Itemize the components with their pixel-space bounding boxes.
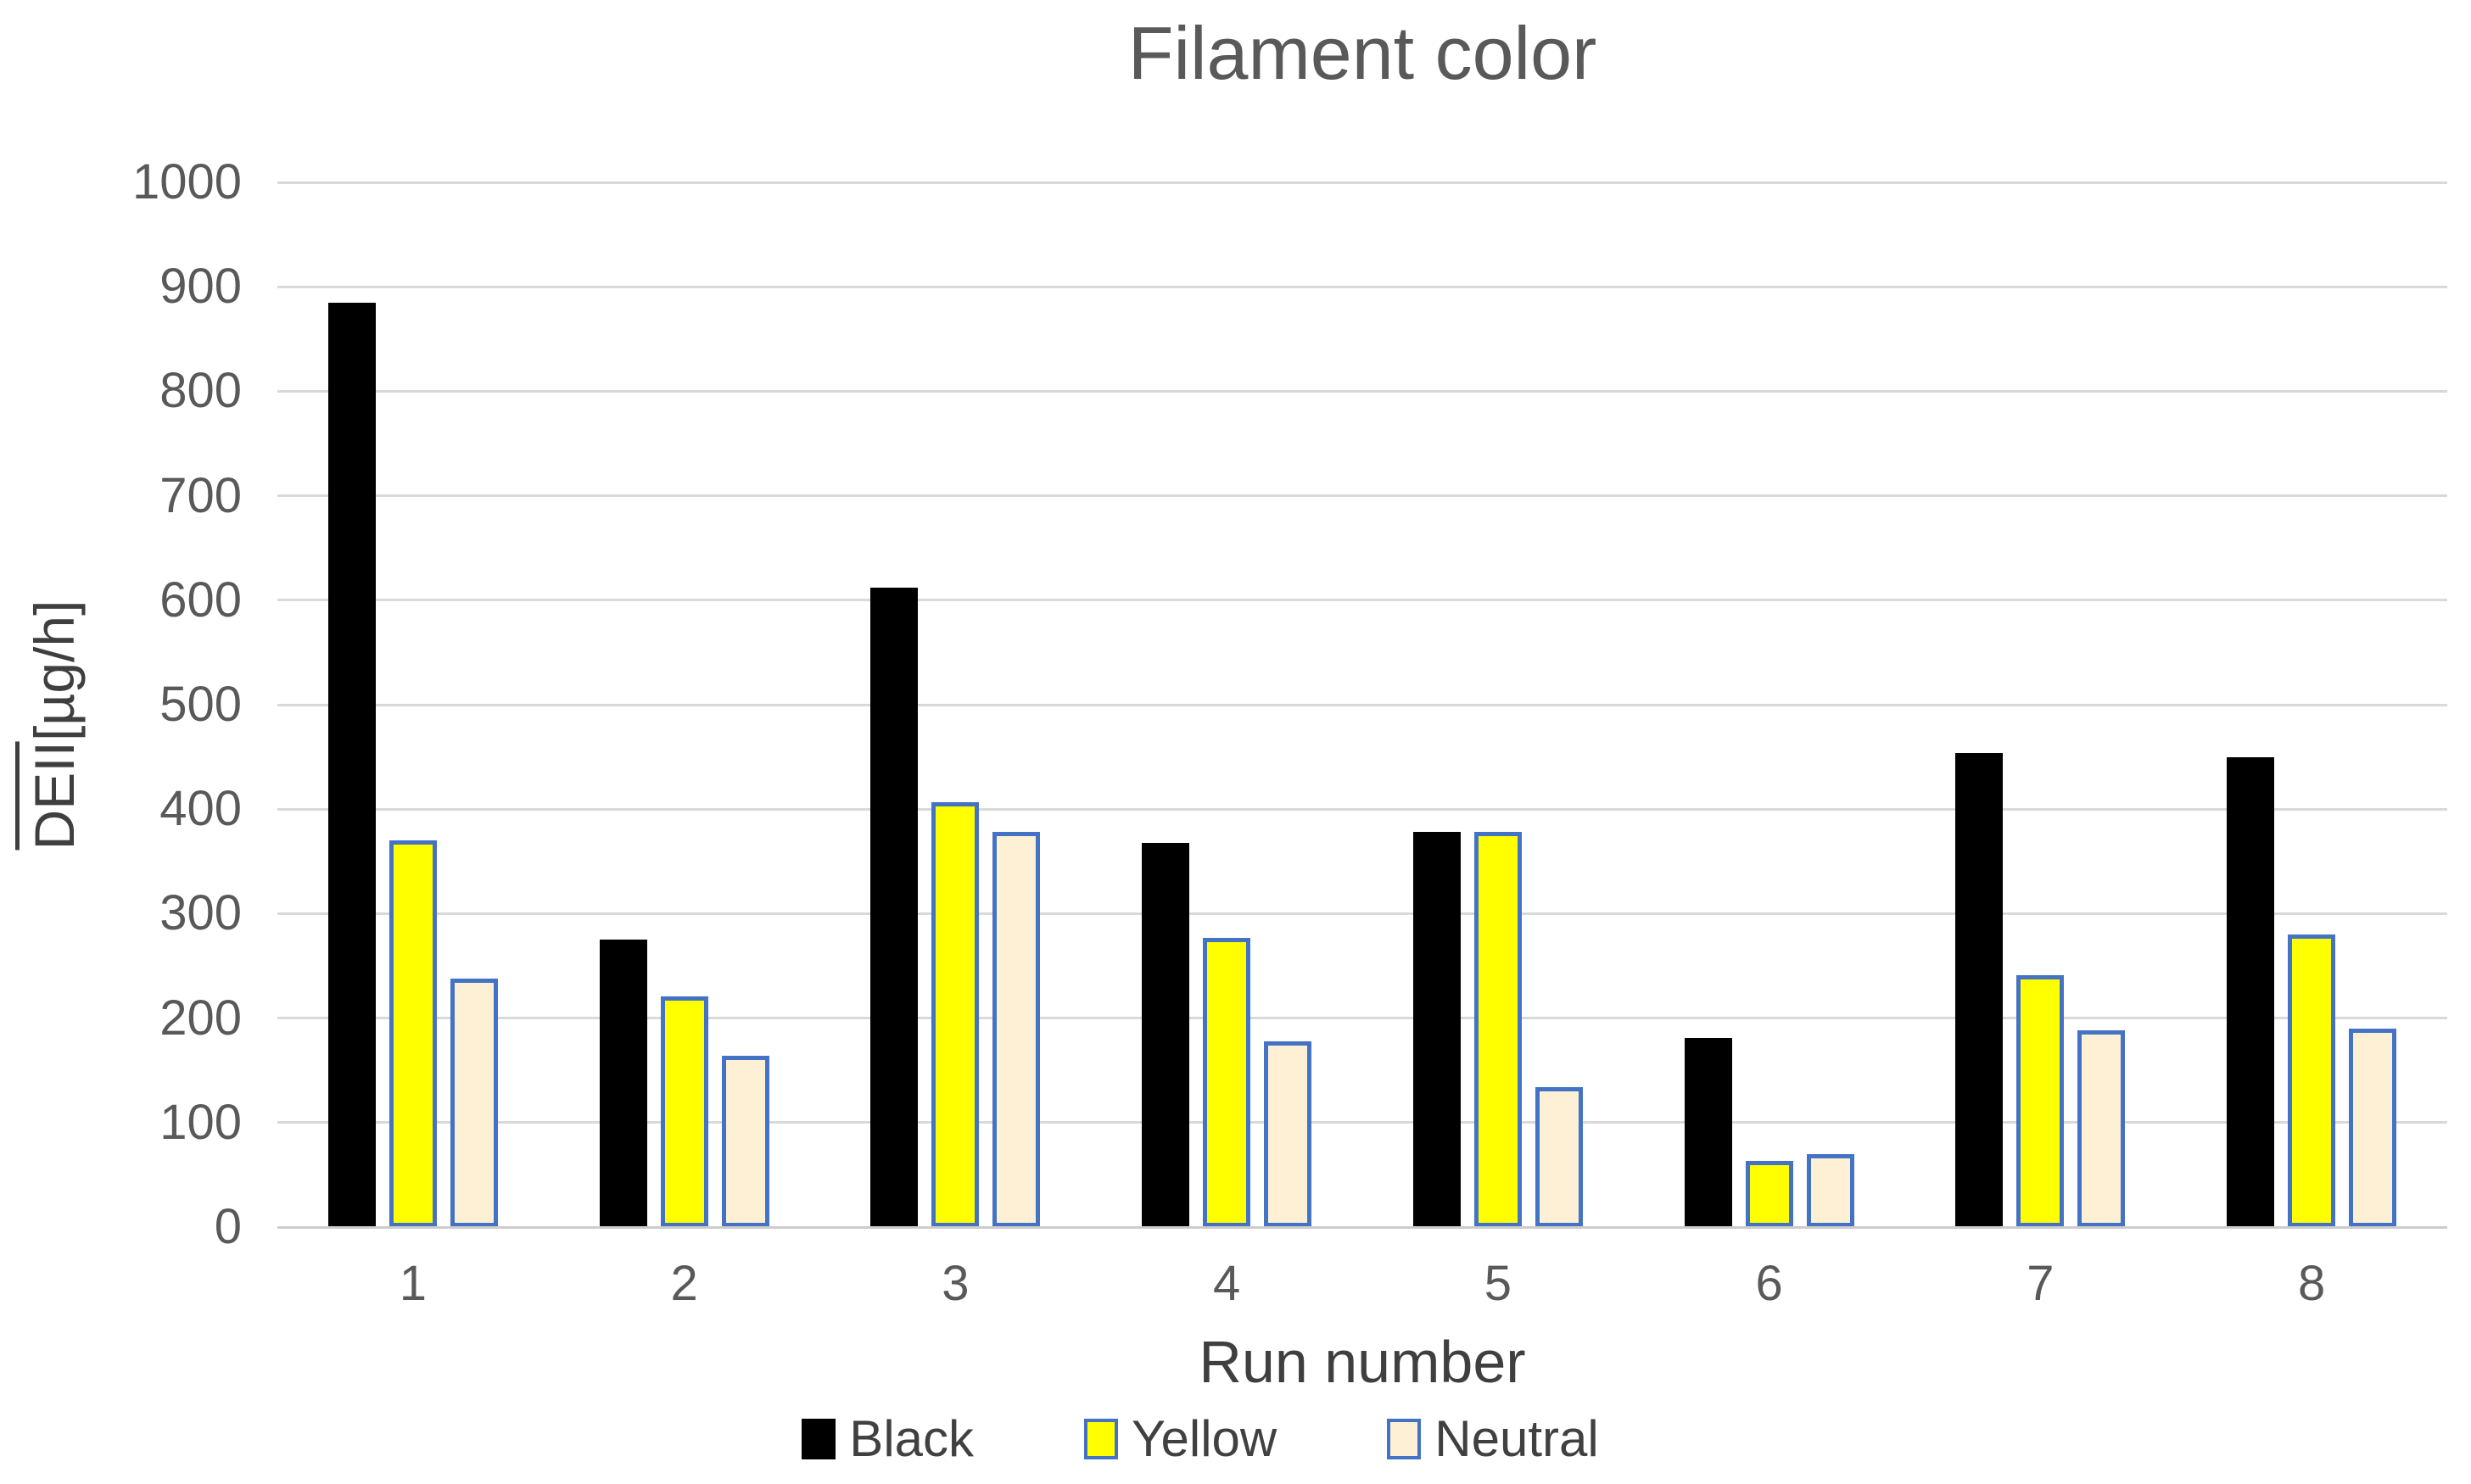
bar-yellow-run4 xyxy=(1203,937,1251,1227)
bar-yellow-run5 xyxy=(1473,832,1522,1227)
y-tick-label-500: 500 xyxy=(159,677,242,732)
gridline-800 xyxy=(277,389,2447,393)
x-tick-label-6: 6 xyxy=(1755,1256,1783,1311)
x-tick-label-8: 8 xyxy=(2297,1256,2326,1311)
bar-neutral-run3 xyxy=(992,832,1041,1227)
bar-yellow-run1 xyxy=(389,840,437,1227)
legend-item-neutral: Neutral xyxy=(1387,1409,1599,1468)
bar-black-run5 xyxy=(1412,832,1461,1227)
bar-yellow-run8 xyxy=(2288,934,2336,1227)
gridline-900 xyxy=(277,285,2447,288)
bar-neutral-run7 xyxy=(2077,1030,2126,1227)
y-tick-label-700: 700 xyxy=(159,467,242,523)
gridline-100 xyxy=(277,1121,2447,1124)
gridline-500 xyxy=(277,703,2447,706)
legend-swatch-yellow xyxy=(1084,1418,1119,1459)
plot-area xyxy=(277,181,2447,1229)
x-tick-label-5: 5 xyxy=(1484,1256,1512,1311)
bar-neutral-run4 xyxy=(1264,1040,1312,1227)
bar-black-run8 xyxy=(2227,756,2275,1227)
bar-black-run2 xyxy=(599,940,647,1227)
bar-black-run7 xyxy=(1955,752,2004,1227)
x-axis-title: Run number xyxy=(1199,1329,1526,1395)
bar-yellow-run2 xyxy=(660,996,708,1227)
bar-black-run6 xyxy=(1684,1038,1732,1227)
gridline-600 xyxy=(277,599,2447,602)
y-tick-label-100: 100 xyxy=(159,1094,242,1150)
y-tick-label-0: 0 xyxy=(214,1199,242,1254)
y-tick-label-900: 900 xyxy=(159,259,242,315)
legend-item-black: Black xyxy=(802,1409,974,1468)
x-tick-label-1: 1 xyxy=(399,1256,427,1311)
bar-yellow-run7 xyxy=(2016,975,2065,1227)
gridline-200 xyxy=(277,1017,2447,1020)
x-tick-label-7: 7 xyxy=(2027,1256,2055,1311)
gridline-1000 xyxy=(277,181,2447,184)
bar-black-run1 xyxy=(327,302,376,1227)
chart-title: Filament color xyxy=(1127,11,1597,95)
gridline-300 xyxy=(277,912,2447,915)
bar-neutral-run2 xyxy=(721,1055,769,1227)
x-tick-label-2: 2 xyxy=(670,1256,698,1311)
bar-yellow-run6 xyxy=(1745,1161,1793,1227)
legend: Black Yellow Neutral xyxy=(0,1409,2401,1468)
bar-yellow-run3 xyxy=(931,801,980,1227)
bar-black-run3 xyxy=(870,588,919,1227)
y-tick-label-400: 400 xyxy=(159,781,242,837)
y-tick-label-1000: 1000 xyxy=(131,154,242,209)
bar-black-run4 xyxy=(1142,842,1190,1227)
x-tick-label-4: 4 xyxy=(1212,1256,1241,1311)
legend-swatch-black xyxy=(802,1418,836,1459)
bar-neutral-run5 xyxy=(1535,1086,1583,1227)
bar-neutral-run8 xyxy=(2349,1028,2397,1227)
gridline-400 xyxy=(277,807,2447,811)
y-tick-label-800: 800 xyxy=(159,363,242,419)
y-tick-label-600: 600 xyxy=(159,572,242,628)
gridline-700 xyxy=(277,494,2447,498)
legend-item-yellow: Yellow xyxy=(1084,1409,1277,1468)
bar-neutral-run6 xyxy=(1806,1153,1854,1227)
x-axis-line xyxy=(277,1225,2447,1229)
legend-label-black: Black xyxy=(849,1410,975,1467)
y-tick-label-200: 200 xyxy=(159,990,242,1046)
legend-swatch-neutral xyxy=(1387,1418,1422,1459)
legend-label-yellow: Yellow xyxy=(1132,1410,1277,1467)
y-tick-label-300: 300 xyxy=(159,885,242,941)
bar-neutral-run1 xyxy=(450,978,498,1227)
x-tick-label-3: 3 xyxy=(942,1256,970,1311)
legend-label-neutral: Neutral xyxy=(1434,1410,1599,1467)
